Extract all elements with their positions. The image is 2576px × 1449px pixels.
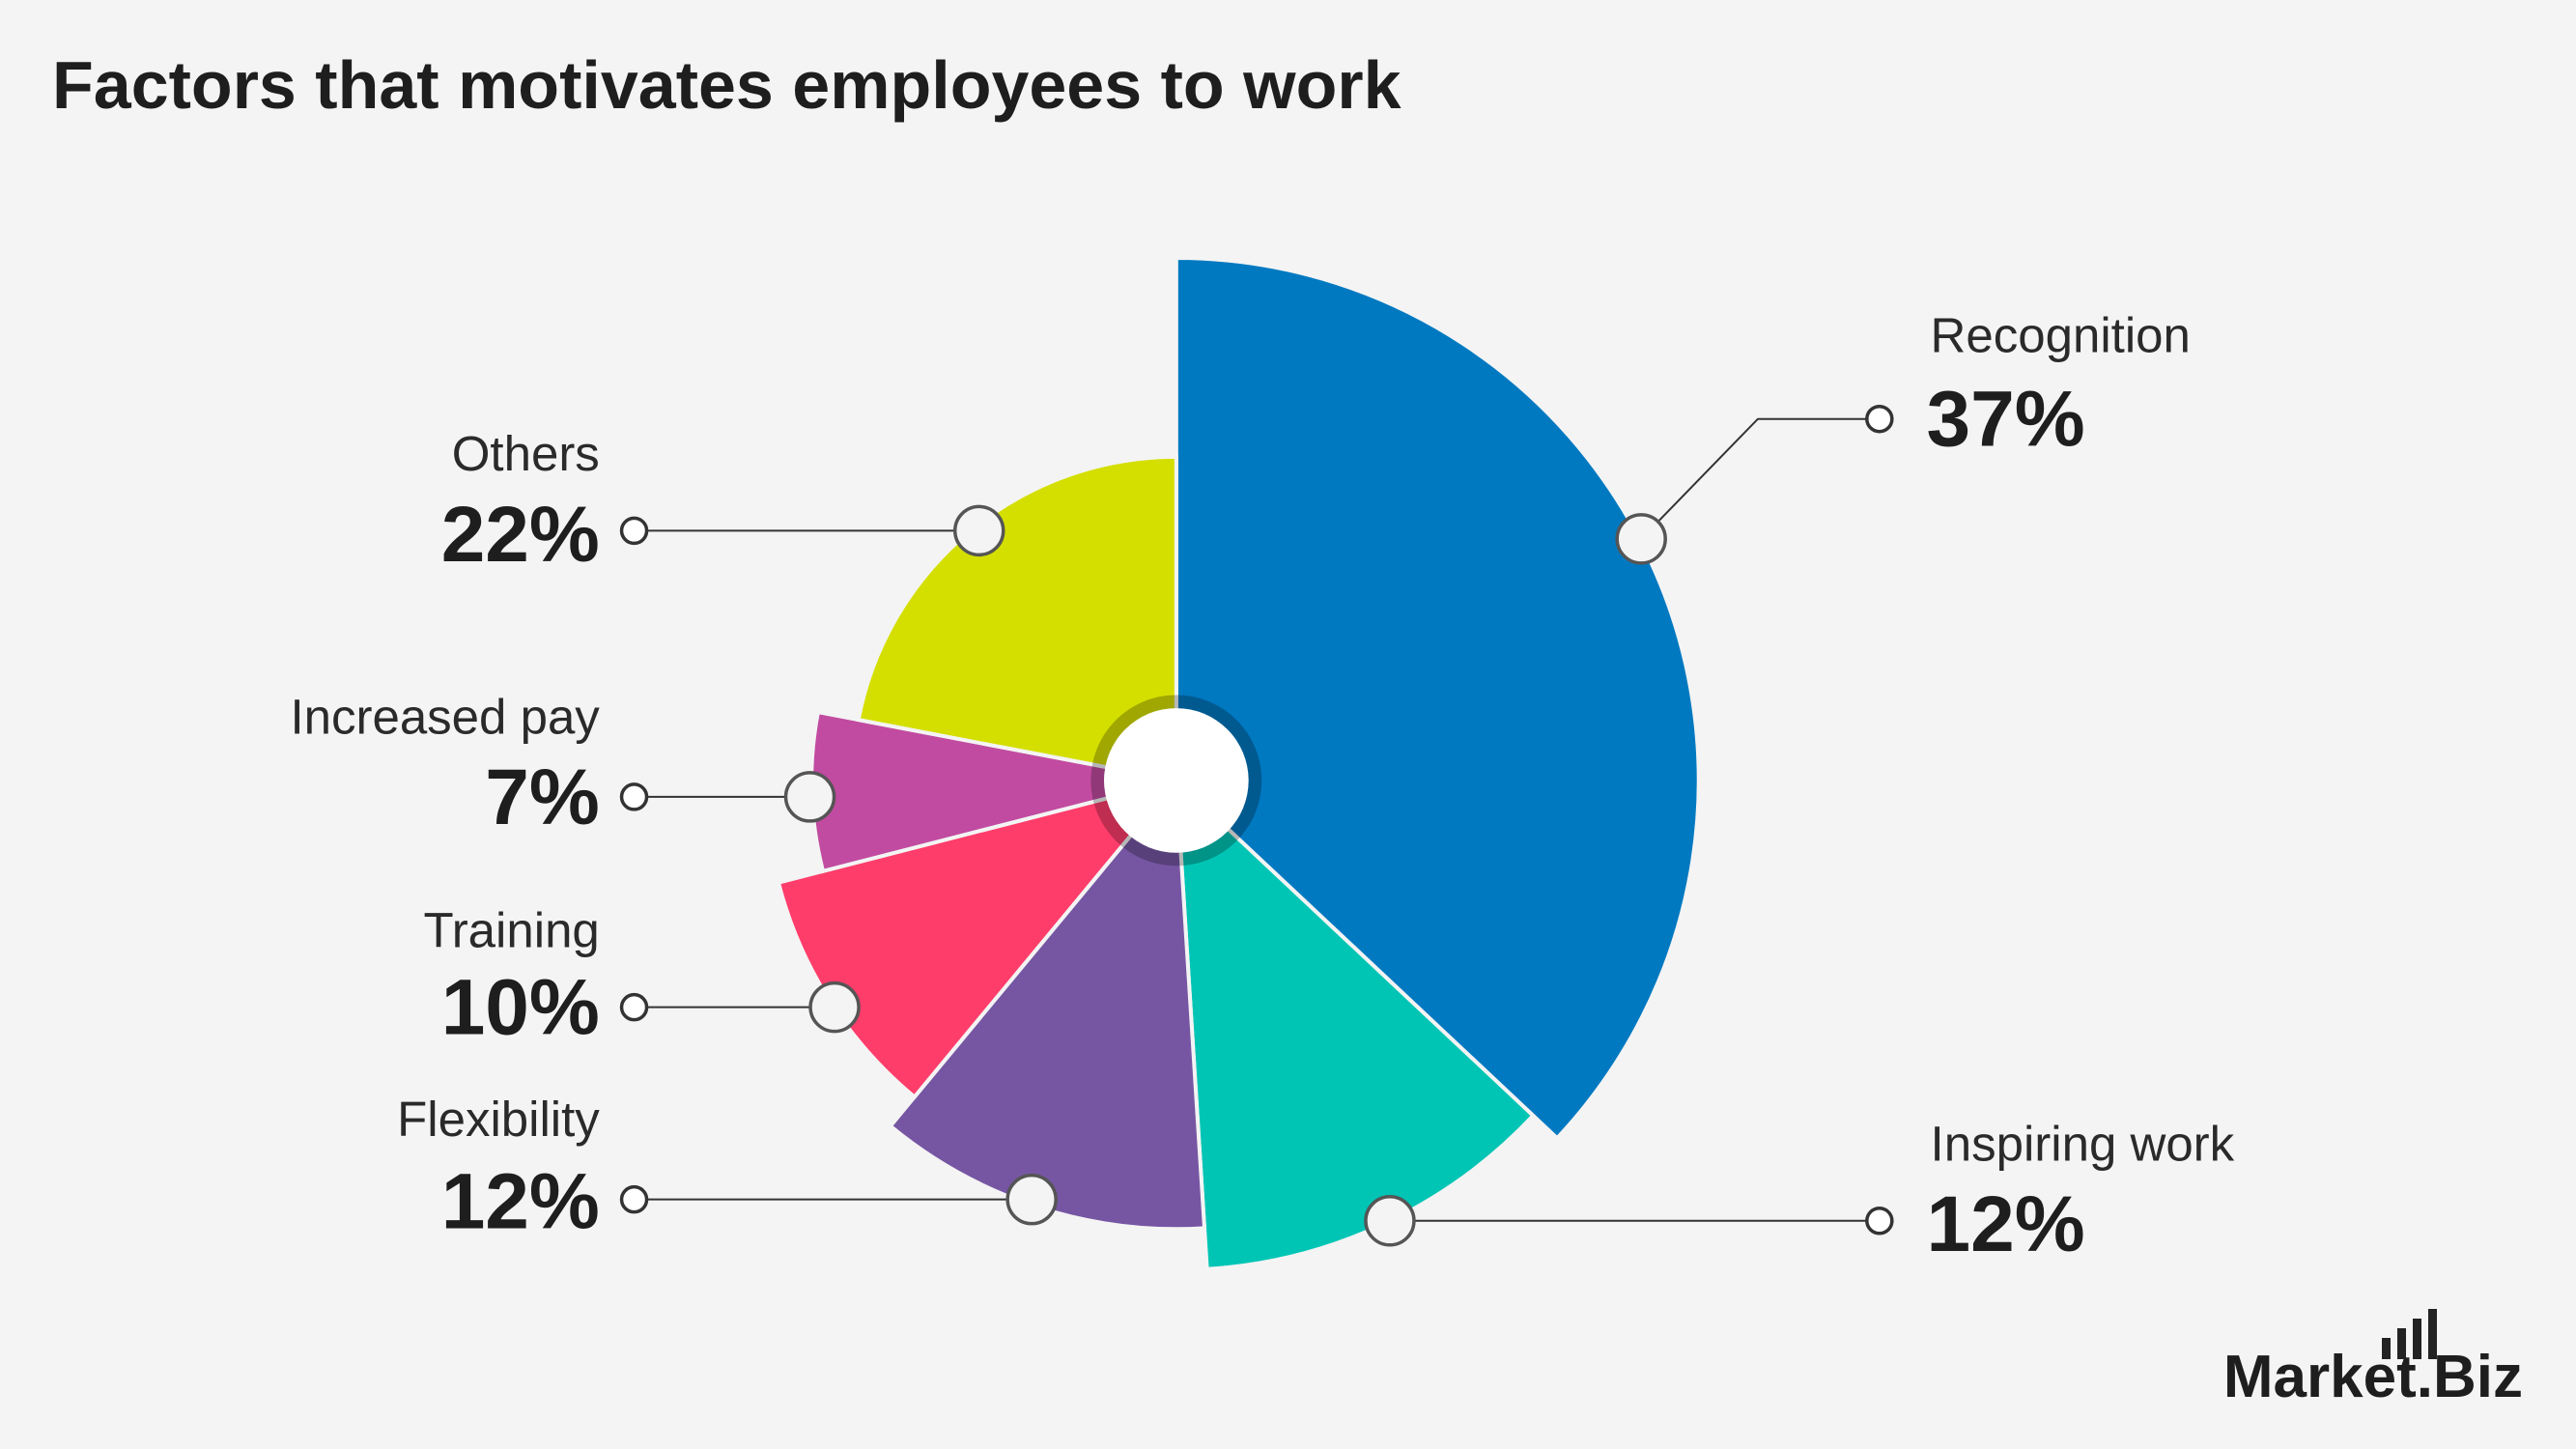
leader-anchor: [1615, 513, 1667, 565]
logo: Market.Biz: [2223, 1309, 2523, 1410]
center-hole: [1104, 708, 1249, 853]
leader-dot: [1865, 404, 1894, 434]
category-label: Others: [452, 426, 600, 481]
value-label: 12%: [441, 1157, 600, 1245]
value-label: 10%: [441, 964, 600, 1052]
leader-line: [1640, 417, 1880, 540]
value-label: 22%: [441, 491, 600, 579]
category-label: Recognition: [1931, 308, 2191, 363]
leader-dot: [619, 516, 649, 546]
category-label: Flexibility: [397, 1092, 600, 1147]
leader-anchor: [1005, 1173, 1058, 1226]
leader-anchor: [952, 504, 1005, 557]
category-label: Training: [423, 902, 599, 957]
leader-dot: [619, 992, 649, 1022]
leader-dot: [619, 1184, 649, 1214]
leader-anchor: [1364, 1195, 1416, 1247]
category-label: Increased pay: [290, 689, 600, 744]
leader-dot: [619, 782, 649, 811]
logo-bar: [2413, 1319, 2421, 1359]
logo-bar: [2397, 1328, 2406, 1359]
logo-bar: [2428, 1309, 2437, 1359]
value-label: 12%: [1927, 1180, 2085, 1268]
leader-anchor: [783, 771, 836, 823]
logo-bar: [2382, 1338, 2391, 1359]
slice: [1174, 256, 1701, 1142]
category-label: Inspiring work: [1931, 1117, 2235, 1172]
leader-dot: [1865, 1207, 1894, 1236]
chart-title: Factors that motivates employees to work: [52, 47, 1401, 123]
value-label: 7%: [485, 753, 600, 841]
watermark: Market.Biz: [2223, 1344, 2523, 1410]
value-label: 37%: [1927, 376, 2085, 464]
leader-anchor: [808, 980, 861, 1034]
